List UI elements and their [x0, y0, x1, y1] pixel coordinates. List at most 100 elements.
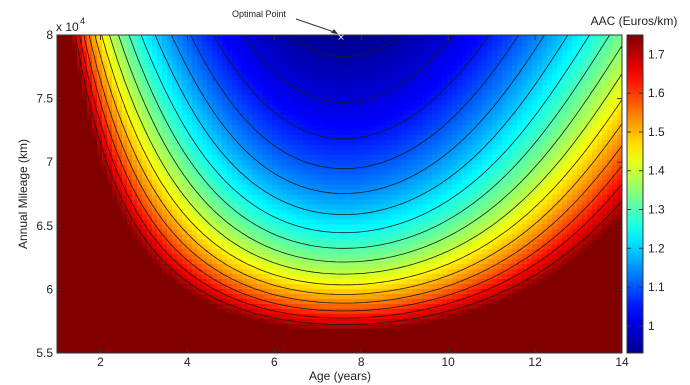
heatmap-cell	[372, 79, 378, 86]
heatmap-cell	[222, 64, 228, 71]
heatmap-cell	[72, 164, 78, 170]
heatmap-cell	[422, 134, 428, 140]
heatmap-cell	[167, 333, 173, 339]
heatmap-cell	[277, 333, 283, 339]
heatmap-cell	[62, 308, 68, 314]
heatmap-cell	[337, 283, 343, 290]
heatmap-cell	[357, 203, 363, 210]
heatmap-cell	[72, 39, 78, 46]
heatmap-cell	[247, 64, 253, 71]
heatmap-cell	[282, 35, 288, 41]
heatmap-cell	[257, 114, 263, 121]
heatmap-cell	[347, 303, 353, 309]
heatmap-cell	[357, 119, 363, 126]
heatmap-cell	[127, 144, 133, 150]
heatmap-cell	[367, 49, 373, 56]
heatmap-cell	[197, 139, 203, 145]
heatmap-cell	[162, 323, 168, 329]
heatmap-cell	[87, 89, 93, 96]
heatmap-cell	[422, 69, 428, 76]
heatmap-cell	[117, 119, 123, 126]
heatmap-cell	[342, 258, 348, 265]
heatmap-cell	[127, 263, 133, 270]
heatmap-cell	[122, 124, 128, 131]
heatmap-cell	[57, 308, 63, 314]
heatmap-cell	[132, 323, 138, 329]
heatmap-cell	[227, 119, 233, 126]
heatmap-cell	[247, 104, 253, 111]
heatmap-cell	[167, 35, 173, 41]
heatmap-cell	[297, 169, 303, 175]
heatmap-cell	[407, 79, 413, 86]
heatmap-cell	[442, 164, 448, 170]
heatmap-cell	[442, 313, 448, 319]
heatmap-cell	[427, 318, 433, 324]
heatmap-cell	[422, 159, 428, 165]
heatmap-cell	[392, 288, 398, 294]
heatmap-cell	[117, 104, 123, 111]
heatmap-cell	[167, 223, 173, 230]
heatmap-cell	[202, 39, 208, 46]
heatmap-cell	[347, 313, 353, 319]
heatmap-cell	[257, 233, 263, 240]
heatmap-cell	[237, 114, 243, 121]
heatmap-cell	[267, 99, 273, 106]
heatmap-cell	[82, 333, 88, 339]
heatmap-cell	[227, 74, 233, 81]
heatmap-cell	[317, 263, 323, 270]
heatmap-cell	[77, 243, 83, 250]
heatmap-cell	[327, 109, 333, 116]
heatmap-cell	[247, 119, 253, 126]
heatmap-cell	[142, 164, 148, 170]
heatmap-cell	[417, 114, 423, 121]
heatmap-cell	[327, 213, 333, 220]
heatmap-cell	[387, 64, 393, 71]
heatmap-cell	[202, 35, 208, 41]
heatmap-cell	[182, 179, 188, 185]
heatmap-cell	[432, 69, 438, 76]
heatmap-cell	[257, 338, 263, 344]
heatmap-cell	[182, 223, 188, 230]
heatmap-cell	[222, 243, 228, 250]
heatmap-cell	[152, 243, 158, 250]
heatmap-cell	[287, 59, 293, 66]
heatmap-cell	[152, 99, 158, 106]
heatmap-cell	[432, 99, 438, 106]
heatmap-cell	[332, 144, 338, 150]
heatmap-cell	[212, 184, 218, 190]
heatmap-cell	[432, 318, 438, 324]
heatmap-cell	[127, 313, 133, 319]
heatmap-cell	[432, 313, 438, 319]
heatmap-cell	[327, 253, 333, 260]
heatmap-cell	[277, 263, 283, 270]
heatmap-cell	[367, 343, 373, 349]
heatmap-cell	[392, 313, 398, 319]
heatmap-cell	[377, 348, 383, 353]
heatmap-cell	[357, 154, 363, 160]
heatmap-cell	[252, 263, 258, 270]
heatmap-cell	[127, 119, 133, 126]
heatmap-cell	[162, 94, 168, 101]
heatmap-cell	[387, 49, 393, 56]
heatmap-cell	[82, 109, 88, 116]
heatmap-cell	[132, 54, 138, 61]
heatmap-cell	[102, 278, 108, 285]
heatmap-cell	[262, 54, 268, 61]
heatmap-cell	[197, 278, 203, 285]
heatmap-cell	[247, 348, 253, 353]
heatmap-cell	[117, 99, 123, 106]
heatmap-cell	[342, 313, 348, 319]
heatmap-cell	[247, 154, 253, 160]
heatmap-cell	[222, 59, 228, 66]
heatmap-cell	[307, 293, 313, 299]
heatmap-cell	[307, 343, 313, 349]
heatmap-cell	[392, 273, 398, 280]
heatmap-cell	[407, 323, 413, 329]
heatmap-cell	[252, 94, 258, 101]
heatmap-cell	[152, 59, 158, 66]
heatmap-cell	[112, 35, 118, 41]
heatmap-cell	[352, 189, 358, 195]
heatmap-cell	[397, 124, 403, 131]
heatmap-cell	[192, 228, 198, 235]
heatmap-cell	[247, 169, 253, 175]
